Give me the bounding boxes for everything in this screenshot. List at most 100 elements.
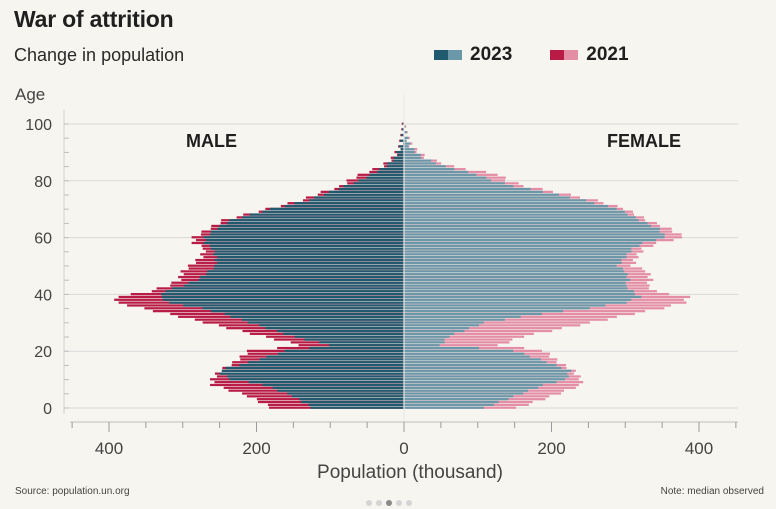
pager-dot[interactable]	[366, 500, 372, 506]
y-axis-title: Age	[15, 85, 45, 104]
pager-dot[interactable]	[406, 500, 412, 506]
bar-male-2023	[324, 193, 404, 196]
bar-female-2023	[404, 273, 628, 276]
bar-male-2023	[165, 290, 404, 293]
bar-male-2023	[217, 227, 404, 230]
bar-female-2021	[404, 327, 562, 330]
legend-label-2021: 2021	[586, 44, 629, 65]
bar-male-2023	[161, 292, 404, 296]
y-tick-label: 80	[34, 174, 52, 191]
bar-female-2023	[404, 162, 436, 165]
chart-subtitle: Change in population	[14, 45, 185, 65]
bar-female-2023	[404, 256, 627, 259]
bar-male-2023	[227, 221, 404, 225]
bar-male-2023	[353, 182, 404, 185]
chart-legend: 2023 2021	[434, 44, 667, 66]
bar-female-2023	[404, 349, 514, 353]
bar-female-2023	[404, 324, 480, 327]
female-side-label: FEMALE	[607, 131, 681, 151]
bar-female-2023	[404, 196, 570, 199]
bar-female-2023	[404, 185, 514, 188]
bar-female-2023	[404, 372, 568, 375]
bar-male-2023	[328, 190, 404, 193]
bar-male-2023	[272, 386, 404, 389]
bar-female-2023	[404, 179, 492, 182]
bar-male-2023	[301, 400, 404, 404]
bar-male-2023	[309, 199, 404, 202]
bar-male-2023	[225, 366, 404, 370]
bar-male-2023	[314, 196, 404, 199]
bar-female-2023	[404, 292, 635, 296]
bar-male-2023	[229, 378, 404, 381]
pager-dot[interactable]	[396, 500, 402, 506]
bar-male-2023	[214, 264, 404, 267]
bar-female-2023	[404, 247, 632, 250]
bar-male-2023	[277, 389, 404, 392]
bar-male-2023	[198, 278, 404, 282]
carousel-pager[interactable]	[366, 500, 412, 506]
bar-female-2021	[404, 341, 510, 344]
bar-male-2023	[278, 352, 404, 355]
bar-male-2023	[400, 148, 404, 151]
bar-female-2023	[404, 335, 450, 338]
bar-male-2023	[214, 250, 404, 253]
bar-female-2023	[404, 153, 421, 157]
bar-male-2023	[219, 224, 404, 228]
bar-female-2021	[404, 324, 581, 327]
bar-male-2023	[402, 122, 404, 125]
bar-female-2023	[404, 253, 627, 256]
bar-male-2023	[213, 267, 404, 270]
bar-female-2023	[404, 389, 529, 392]
bar-male-2023	[284, 349, 404, 353]
bar-male-2023	[304, 338, 404, 341]
bar-female-2021	[404, 318, 608, 321]
bar-female-2023	[404, 142, 411, 145]
bar-male-2023	[229, 219, 404, 222]
bar-male-2023	[161, 295, 404, 299]
bar-male-2023	[206, 273, 404, 276]
bar-male-2023	[398, 145, 404, 148]
pager-dot[interactable]	[376, 500, 382, 506]
bar-male-2023	[183, 304, 404, 307]
bar-male-2023	[309, 346, 404, 350]
bar-male-2023	[269, 207, 404, 211]
bar-male-2023	[219, 372, 404, 375]
bar-female-2023	[404, 332, 455, 335]
bar-female-2023	[404, 344, 440, 347]
bar-female-2023	[404, 358, 541, 361]
x-tick-label: 200	[537, 439, 565, 458]
bar-female-2023	[404, 193, 559, 196]
bar-male-2023	[169, 301, 404, 304]
bar-male-2023	[247, 361, 404, 364]
bar-female-2021	[404, 329, 553, 333]
bar-female-2023	[404, 298, 632, 301]
bar-female-2023	[404, 369, 572, 372]
legend-item-2021: 2021	[550, 44, 629, 66]
bar-female-2023	[404, 375, 569, 378]
bar-male-2023	[308, 403, 404, 406]
bar-female-2023	[404, 355, 530, 358]
x-tick-label: 0	[399, 439, 408, 458]
bar-male-2023	[248, 381, 404, 384]
source-note: Source: population.un.org	[15, 486, 130, 497]
y-tick-label: 20	[34, 344, 52, 361]
chart-title: War of attrition	[14, 6, 174, 32]
bar-female-2023	[404, 244, 640, 247]
bar-female-2023	[404, 159, 432, 162]
bar-male-2023	[400, 139, 404, 142]
bar-female-2023	[404, 383, 543, 387]
bar-male-2023	[387, 162, 404, 165]
bar-male-2023	[188, 281, 404, 284]
bar-male-2023	[283, 332, 404, 335]
pager-dot-active[interactable]	[386, 500, 392, 506]
bar-male-2023	[310, 406, 404, 409]
bar-male-2023	[199, 275, 404, 279]
bar-female-2023	[404, 210, 625, 213]
bar-male-2023	[287, 392, 404, 395]
bar-male-2023	[369, 173, 404, 176]
bar-female-2023	[404, 204, 609, 208]
bar-male-2023	[393, 156, 404, 159]
bar-female-2023	[404, 173, 477, 176]
bar-female-2023	[404, 230, 660, 233]
